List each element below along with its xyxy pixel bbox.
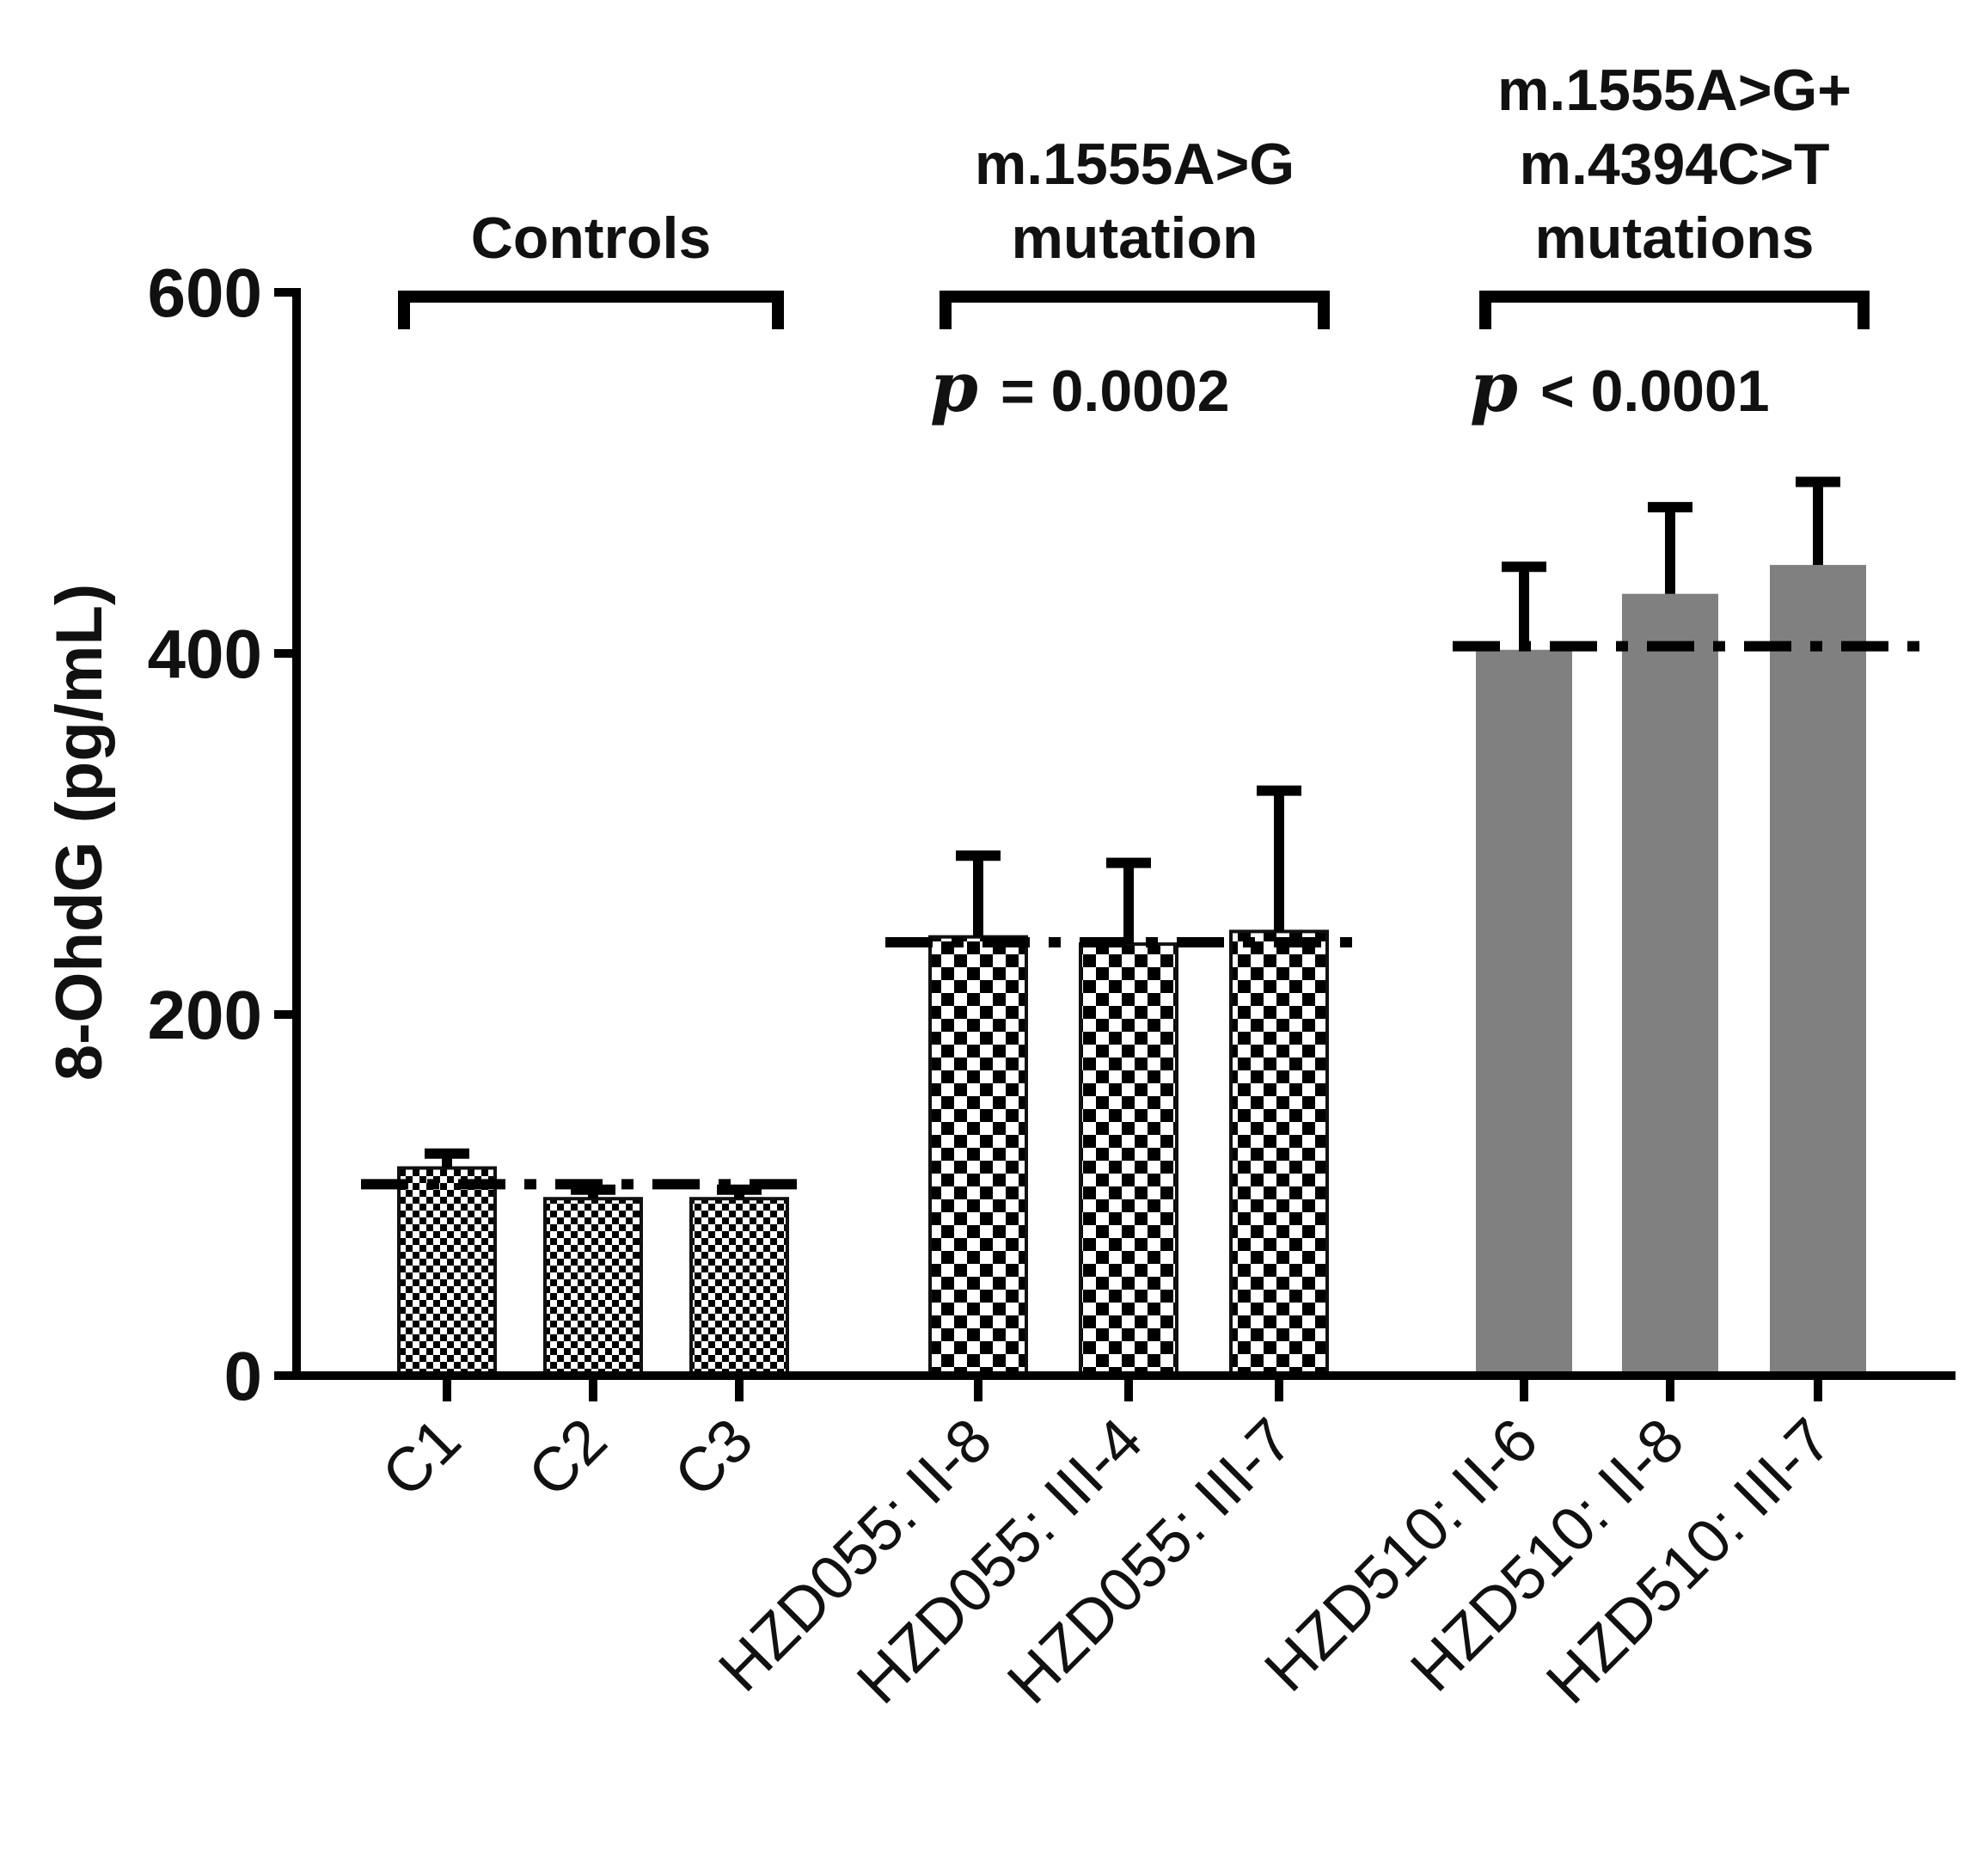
bar-2 bbox=[689, 1197, 789, 1377]
group-mean-lines-layer bbox=[361, 641, 1925, 1190]
group-label-1-line-0: m.1555A>G bbox=[975, 132, 1295, 197]
group-annotations-layer bbox=[398, 291, 1870, 329]
bar-1 bbox=[543, 1197, 643, 1377]
y-tick-label-2: 400 bbox=[148, 616, 262, 692]
group-label-0-line-0: Controls bbox=[471, 205, 712, 271]
group-bracket-2 bbox=[1479, 291, 1870, 329]
p-value-text-1: = 0.0002 bbox=[1001, 359, 1230, 424]
bar-0 bbox=[397, 1166, 497, 1377]
group-label-1-line-1: mutation bbox=[1011, 205, 1258, 271]
group-label-2-line-2: mutations bbox=[1535, 205, 1815, 271]
p-value-text-2: < 0.0001 bbox=[1540, 359, 1770, 424]
bar-4 bbox=[1079, 942, 1178, 1377]
y-tick-label-1: 200 bbox=[148, 977, 262, 1053]
group-bracket-0 bbox=[398, 291, 784, 329]
p-symbol-1: p bbox=[930, 346, 978, 427]
y-tick-label-3: 600 bbox=[148, 254, 262, 331]
bars-layer bbox=[397, 476, 1866, 1377]
group-label-2-line-1: m.4394C>T bbox=[1520, 132, 1830, 197]
x-tick-label-2: C3 bbox=[662, 1406, 767, 1511]
y-tick-label-0: 0 bbox=[224, 1338, 263, 1414]
group-bracket-1 bbox=[940, 291, 1330, 329]
bar-7 bbox=[1622, 593, 1718, 1376]
bar-6 bbox=[1476, 649, 1572, 1376]
p-symbol-2: p bbox=[1470, 346, 1518, 427]
group-label-2-line-0: m.1555A>G+ bbox=[1497, 58, 1852, 123]
bar-5 bbox=[1229, 929, 1329, 1377]
y-axis-title: 8-OhdG (pg/mL) bbox=[43, 584, 116, 1081]
bar-3 bbox=[928, 935, 1028, 1377]
x-tick-label-1: C2 bbox=[516, 1406, 621, 1511]
axes-layer bbox=[274, 288, 1956, 1401]
x-tick-label-0: C1 bbox=[370, 1406, 474, 1511]
bar-8 bbox=[1770, 565, 1866, 1376]
